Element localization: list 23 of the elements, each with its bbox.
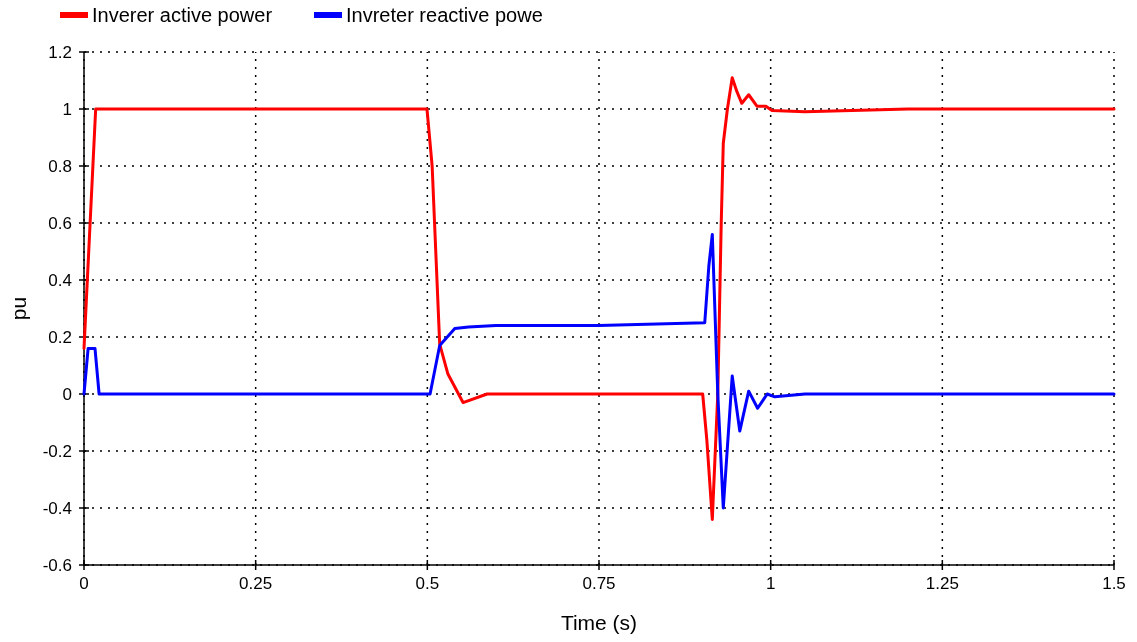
line-series	[82, 76, 1116, 521]
y-tick-label: -0.2	[42, 441, 72, 461]
x-tick-label: 0	[79, 574, 89, 593]
y-axis-title: pu	[7, 296, 30, 321]
y-tick-label: 1	[62, 99, 72, 119]
y-tick-label: 0.4	[48, 270, 72, 290]
x-axis-title: Time (s)	[560, 611, 638, 634]
y-tick-label: 0.6	[48, 213, 72, 233]
legend-label: Inverer active power	[92, 4, 273, 26]
legend-label: Invreter reactive powe	[346, 4, 543, 26]
y-tick-label: 1.2	[48, 42, 72, 62]
x-tick-label: 0.75	[582, 574, 616, 593]
line-series	[82, 232, 1116, 510]
x-tick-label: 1.25	[925, 574, 959, 593]
y-tick-label: -0.6	[42, 555, 72, 575]
x-tick-label: 0.5	[415, 574, 440, 593]
x-tick-label: 0.25	[239, 574, 273, 593]
y-tick-label: 0.2	[48, 327, 72, 347]
x-tick-label: 1	[765, 574, 776, 593]
y-tick-label: 0.8	[48, 156, 72, 176]
y-tick-label: 0	[62, 384, 72, 404]
y-tick-label: -0.4	[42, 498, 72, 518]
x-tick-label: 1.5	[1102, 574, 1126, 593]
